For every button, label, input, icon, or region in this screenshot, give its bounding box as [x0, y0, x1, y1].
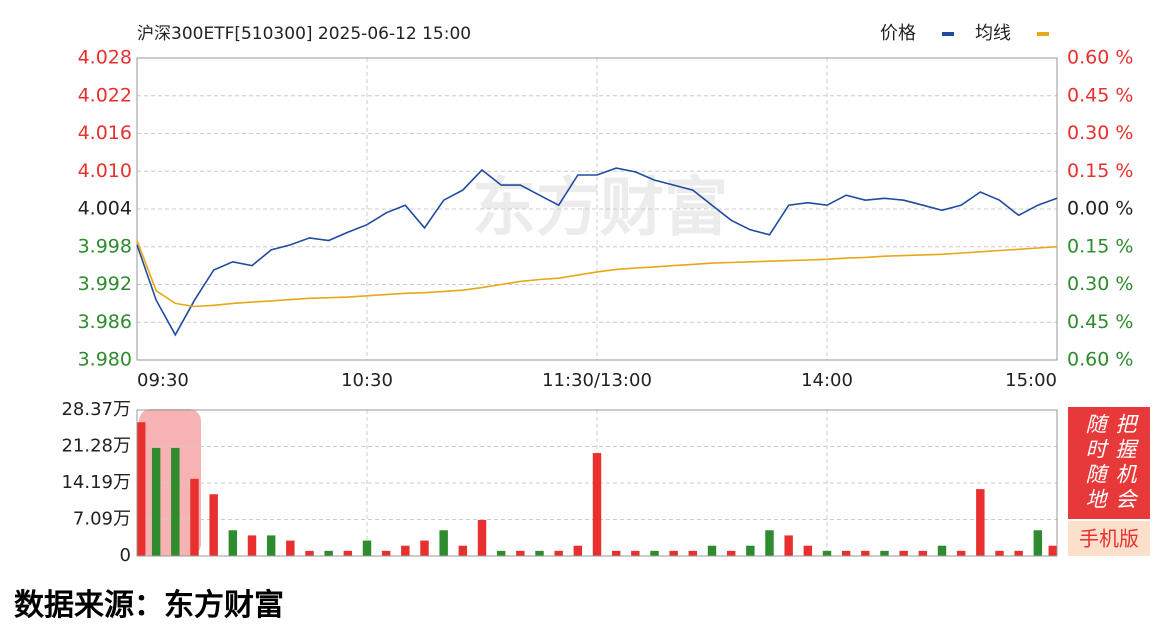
volume-bar — [286, 540, 295, 556]
volume-bar — [1033, 530, 1043, 556]
volume-bar — [573, 545, 583, 556]
x-tick-label: 11:30/13:00 — [542, 370, 652, 391]
y-tick-label: 3.998 — [78, 235, 132, 257]
y-tick-label: 7.09万 — [73, 509, 131, 530]
volume-bar — [746, 545, 755, 556]
volume-bar — [477, 519, 487, 556]
y-tick-label: 4.010 — [78, 160, 132, 182]
plot-border — [136, 409, 1058, 557]
volume-bar — [381, 550, 391, 556]
y2-tick-label: 0.15 % — [1067, 235, 1133, 257]
y-tick-label: 0 — [120, 545, 131, 566]
volume-bar — [956, 550, 966, 556]
y-tick-label: 4.028 — [78, 47, 132, 69]
promo-button-label[interactable]: 手机版 — [1079, 527, 1139, 551]
volume-bar — [861, 550, 870, 556]
volume-bar — [707, 545, 717, 556]
volume-bar — [151, 447, 161, 556]
volume-bar — [650, 550, 659, 556]
volume-bar — [420, 540, 429, 556]
volume-bar — [266, 535, 276, 556]
volume-bar — [516, 550, 525, 556]
volume-bar — [765, 530, 774, 556]
promo-button[interactable] — [1068, 521, 1150, 556]
volume-bar — [995, 550, 1004, 556]
volume-bar — [592, 453, 602, 556]
legend-label: 价格 — [880, 23, 916, 44]
volume-bar — [247, 535, 257, 556]
volume-bar — [458, 545, 468, 556]
legend-marker — [942, 32, 954, 36]
volume-bar — [822, 550, 832, 556]
y2-tick-label: 0.30 % — [1067, 273, 1133, 295]
y2-tick-label: 0.30 % — [1067, 122, 1133, 144]
y-tick-label: 14.19万 — [61, 472, 131, 493]
volume-bar — [669, 550, 678, 556]
volume-bar — [937, 545, 947, 556]
source: 数据来源：东方财富 — [14, 588, 284, 623]
volume-bar — [362, 540, 372, 556]
volume-bar — [554, 550, 563, 556]
y-tick-label: 4.016 — [78, 122, 132, 144]
x-tick-label: 10:30 — [341, 370, 393, 391]
legend-marker — [1037, 32, 1049, 36]
x-tick-label: 15:00 — [1005, 370, 1057, 391]
promo-text: 把握机会 — [1113, 413, 1138, 513]
y-tick-label: 21.28万 — [61, 435, 131, 456]
price-line — [136, 240, 1058, 308]
volume-bar — [899, 550, 908, 556]
volume-bar — [305, 550, 314, 556]
volume-bar — [228, 530, 238, 556]
y-tick-label: 3.986 — [78, 311, 132, 333]
y-tick-label: 4.022 — [78, 84, 132, 106]
volume-bar — [190, 478, 199, 556]
y2-tick-label: 0.60 % — [1067, 349, 1133, 371]
volume-bar — [171, 447, 180, 556]
x-tick-label: 14:00 — [801, 370, 853, 391]
volume-bar — [1014, 550, 1023, 556]
volume-bar — [784, 535, 793, 556]
volume-bar — [803, 545, 813, 556]
plot-border — [136, 57, 1058, 361]
volume-bar — [688, 550, 698, 556]
y-tick-label: 3.980 — [78, 349, 132, 371]
volume-bar — [324, 550, 333, 556]
chart-title: 沪深300ETF[510300] 2025-06-12 15:00 — [137, 24, 471, 44]
y2-tick-label: 0.60 % — [1067, 47, 1133, 69]
volume-bar — [918, 550, 928, 556]
volume-bar — [880, 550, 889, 556]
volume-bar — [137, 422, 146, 556]
volume-bar — [1048, 545, 1057, 556]
y-tick-label: 3.992 — [78, 273, 132, 295]
volume-bar — [611, 550, 621, 556]
y-tick-label: 4.004 — [78, 198, 132, 220]
volume-bar — [726, 550, 736, 556]
y2-tick-label: 0.15 % — [1067, 160, 1133, 182]
volume-bar — [496, 550, 506, 556]
volume-bar — [976, 489, 985, 556]
volume-bar — [439, 530, 448, 556]
volume-bar — [631, 550, 640, 556]
promo-box — [1068, 407, 1150, 519]
promo-text: 随时随地 — [1083, 413, 1108, 513]
y2-tick-label: 0.45 % — [1067, 311, 1133, 333]
price-line — [136, 167, 1058, 337]
volume-bar — [209, 494, 218, 556]
y-tick-label: 28.37万 — [61, 399, 131, 420]
volume-bar — [401, 545, 410, 556]
y2-tick-label: 0.45 % — [1067, 84, 1133, 106]
x-tick-label: 09:30 — [137, 370, 189, 391]
volume-bar — [343, 550, 353, 556]
legend-label: 均线 — [975, 23, 1011, 44]
volume-bar — [535, 550, 544, 556]
volume-bar — [841, 550, 851, 556]
y2-tick-label: 0.00 % — [1067, 198, 1133, 220]
